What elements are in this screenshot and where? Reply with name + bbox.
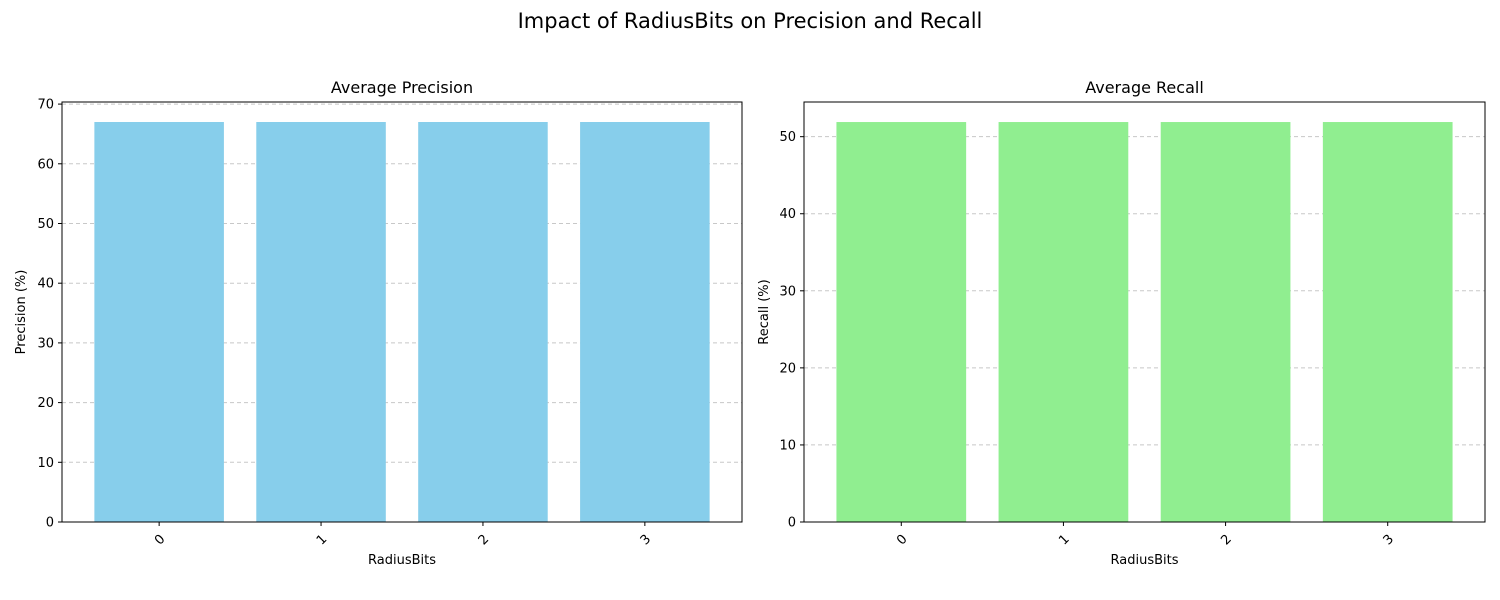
recall-ytick-label: 30	[779, 284, 796, 299]
precision-ytick-label: 60	[37, 157, 54, 172]
recall-bar-1	[998, 122, 1129, 523]
recall-axes-frame	[803, 101, 1486, 523]
recall-xtick-label: 2	[1218, 532, 1234, 548]
recall-xtick-label: 1	[1056, 532, 1072, 548]
recall-bar-3	[1322, 122, 1453, 523]
figure-title: Impact of RadiusBits on Precision and Re…	[518, 9, 983, 33]
precision-y-axis-label: Precision (%)	[14, 270, 29, 355]
precision-bar-2	[418, 122, 548, 522]
recall-ytick-label: 50	[779, 130, 796, 145]
precision-chart: 0 10 20 30 40 50 60 70 0 1 2 3 Average Precision Radi…	[14, 78, 743, 568]
recall-chart: 0 10 20 30 40 50 0 1 2 3 Average Recall RadiusBits R…	[757, 78, 1486, 568]
precision-bar-1	[256, 122, 386, 522]
precision-bar-0	[94, 122, 224, 522]
recall-bar-2	[1160, 122, 1291, 523]
precision-xtick-label: 3	[638, 532, 654, 548]
precision-xtick-label: 2	[476, 532, 492, 548]
recall-ytick-label: 0	[788, 516, 796, 531]
precision-ytick-label: 30	[37, 336, 54, 351]
precision-ytick-label: 40	[37, 277, 54, 292]
precision-chart-title: Average Precision	[331, 78, 473, 97]
recall-chart-title: Average Recall	[1085, 78, 1204, 97]
recall-x-axis-label: RadiusBits	[1111, 553, 1179, 568]
precision-bar-3	[580, 122, 710, 522]
precision-ytick-label: 0	[46, 516, 54, 531]
precision-axes-frame	[61, 101, 743, 523]
recall-ytick-label: 10	[779, 438, 796, 453]
precision-ytick-label: 10	[37, 456, 54, 471]
precision-ytick-label: 20	[37, 396, 54, 411]
precision-xtick-label: 1	[314, 532, 330, 548]
recall-xtick-label: 0	[894, 532, 910, 548]
recall-y-axis-label: Recall (%)	[757, 279, 772, 344]
precision-ytick-label: 50	[37, 217, 54, 232]
recall-xtick-label: 3	[1381, 532, 1397, 548]
recall-ytick-label: 40	[779, 207, 796, 222]
precision-xtick-label: 0	[152, 532, 168, 548]
recall-bar-0	[836, 122, 967, 523]
recall-ytick-label: 20	[779, 361, 796, 376]
precision-x-axis-label: RadiusBits	[368, 553, 436, 568]
precision-ytick-label: 70	[37, 98, 54, 113]
